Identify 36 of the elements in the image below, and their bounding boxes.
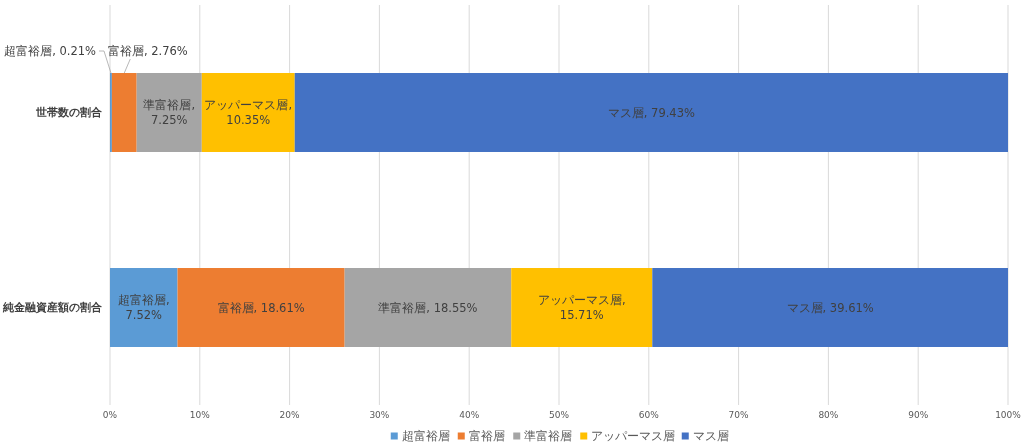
legend-label: 超富裕層 xyxy=(401,429,450,444)
legend-label: アッパーマス層 xyxy=(591,429,676,444)
legend-label: 準富裕層 xyxy=(524,429,573,444)
bar xyxy=(177,268,345,347)
bar xyxy=(652,268,1008,347)
y-tick-label: 世帯数の割合 xyxy=(35,106,103,120)
legend-label: マス層 xyxy=(692,429,729,444)
legend-label: 富裕層 xyxy=(468,429,505,444)
x-tick-label: 70% xyxy=(728,410,750,420)
data-label: アッパーマス層, 10.35% xyxy=(204,98,293,127)
data-label: マス層, 39.61% xyxy=(786,300,874,315)
x-tick-label: 30% xyxy=(369,410,390,420)
bar xyxy=(511,268,653,347)
x-tick-label: 80% xyxy=(818,410,839,420)
bar xyxy=(110,268,178,347)
x-tick-label: 90% xyxy=(908,410,929,420)
x-tick-label: 40% xyxy=(459,410,480,420)
bar xyxy=(111,73,137,152)
bar xyxy=(294,73,1008,152)
data-label: 富裕層, 2.76% xyxy=(107,44,188,59)
x-tick-label: 60% xyxy=(638,410,660,420)
bar xyxy=(201,73,295,152)
x-tick-label: 20% xyxy=(279,410,301,420)
data-label: 超富裕層, 0.21% xyxy=(4,44,97,59)
data-label: 準富裕層, 18.55% xyxy=(378,300,478,315)
data-label: 準富裕層, 7.25% xyxy=(143,98,196,127)
x-tick-label: 10% xyxy=(189,410,211,420)
data-label: マス層, 79.43% xyxy=(607,105,696,120)
data-label: アッパーマス層, 15.71% xyxy=(537,293,626,322)
x-tick-label: 100% xyxy=(995,410,1022,420)
data-label: 富裕層, 18.61% xyxy=(217,300,305,315)
y-tick-label: 純金融資産額の割合 xyxy=(2,301,103,315)
bar xyxy=(344,268,512,347)
x-tick-label: 0% xyxy=(102,410,118,420)
x-tick-label: 50% xyxy=(548,410,570,420)
data-label: 超富裕層, 7.52% xyxy=(117,293,170,322)
